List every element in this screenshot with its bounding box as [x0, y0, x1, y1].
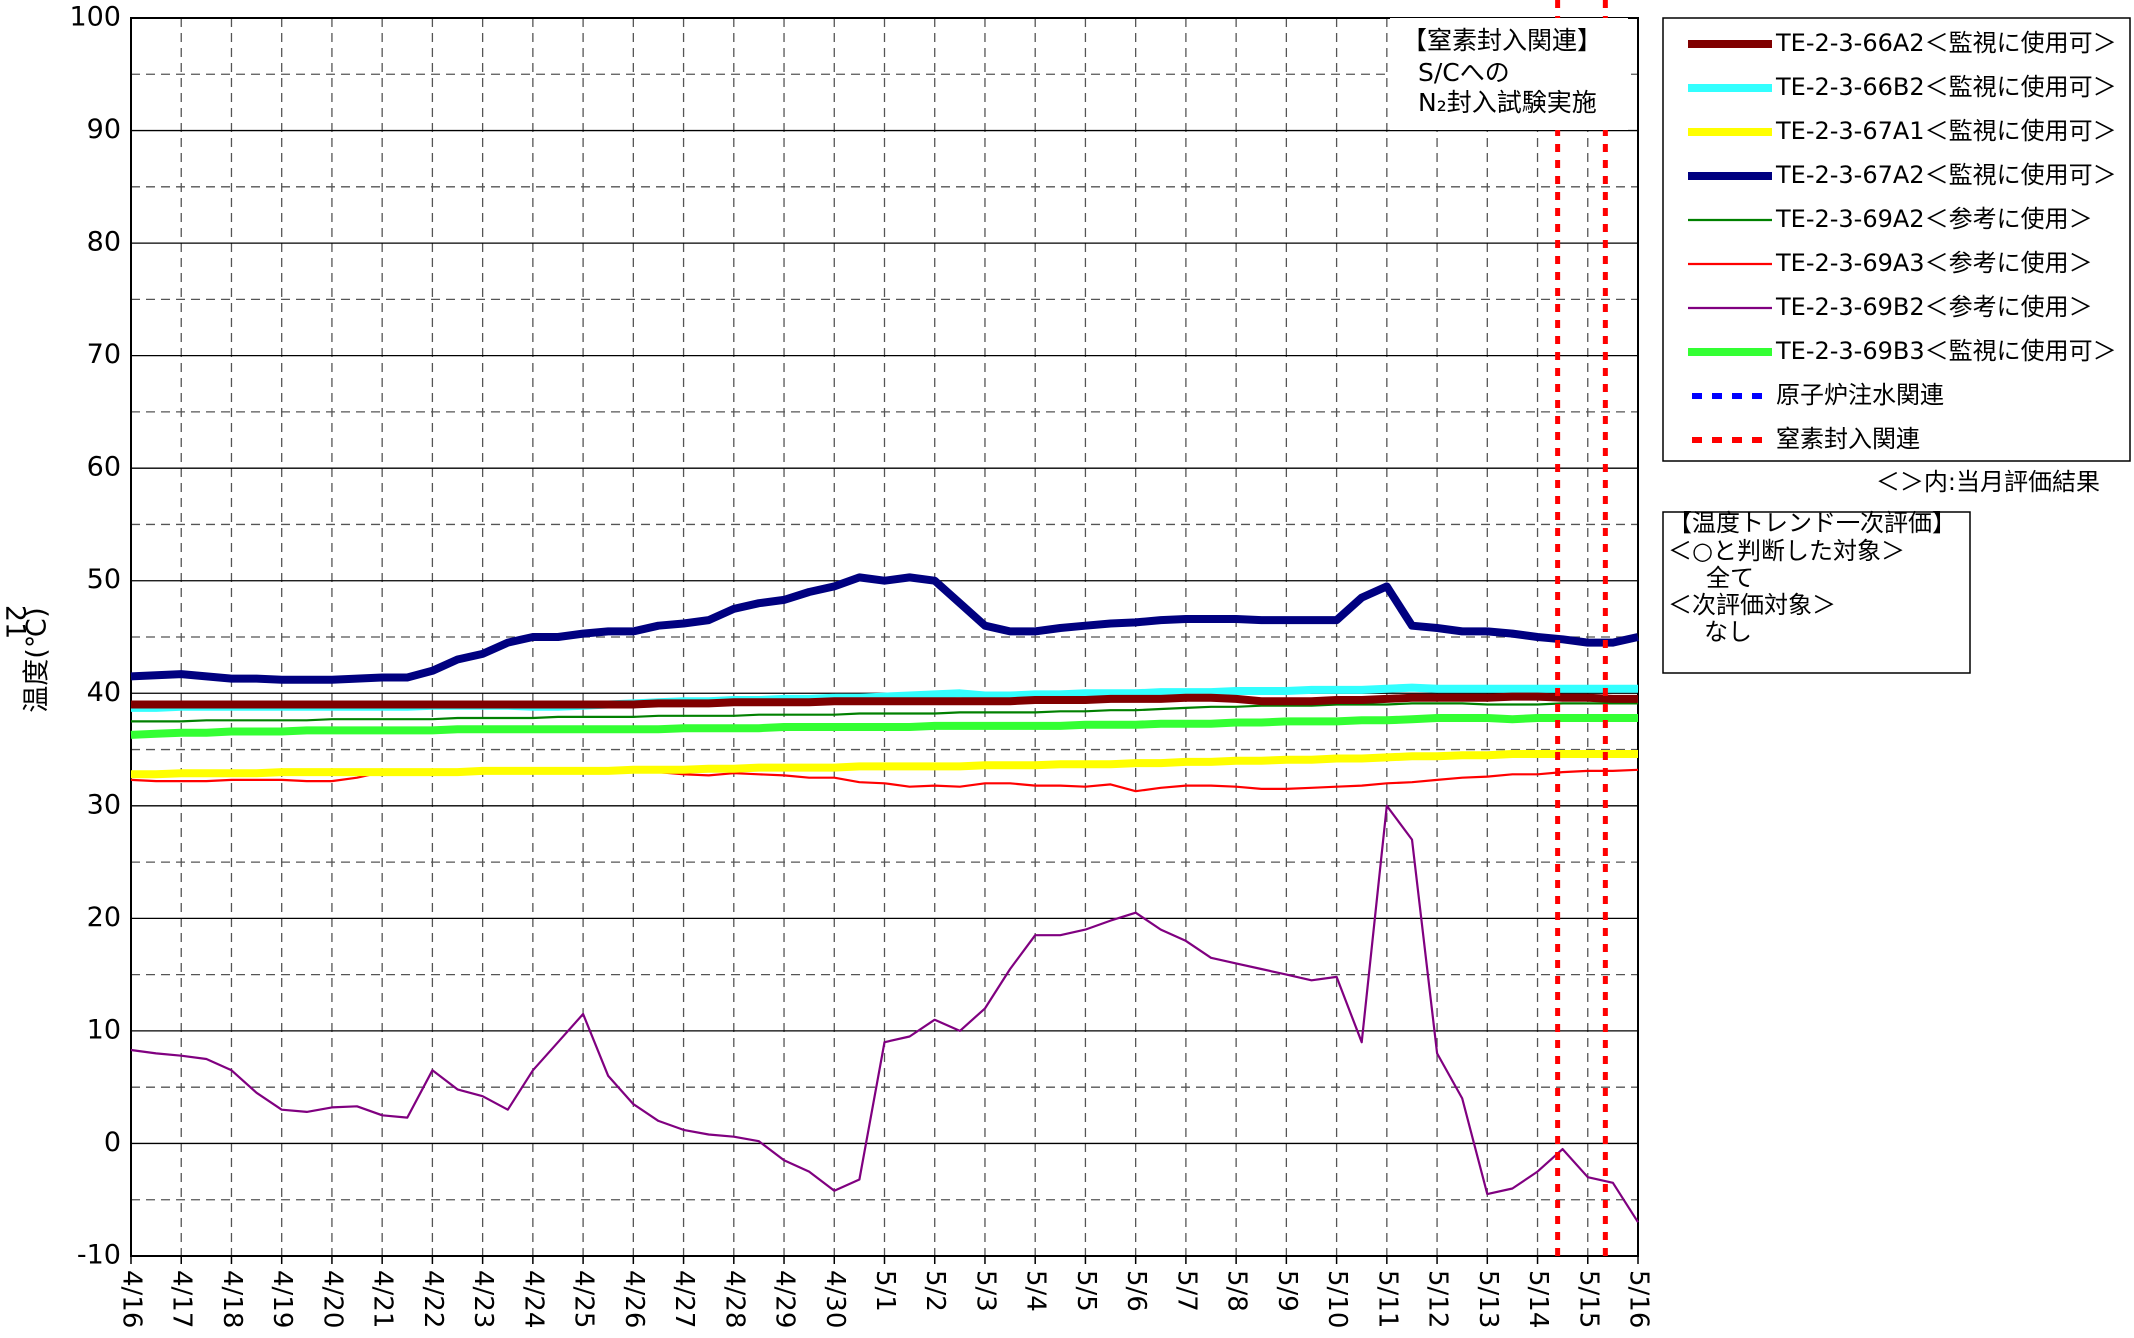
x-tick-label: 5/6 — [1121, 1270, 1151, 1312]
x-tick-label: 4/20 — [317, 1270, 347, 1328]
series-line — [130, 714, 1638, 739]
y-axis-label-prefix: 21 — [0, 605, 31, 639]
x-tick-label: 5/4 — [1021, 1270, 1051, 1312]
x-tick-label: 4/21 — [368, 1270, 398, 1328]
x-tick-label: 5/14 — [1523, 1270, 1553, 1328]
y-tick-label: 70 — [87, 339, 121, 370]
evaluation-text: 全て — [1706, 564, 1754, 592]
y-tick-label: -10 — [77, 1240, 121, 1271]
evaluation-box — [1662, 511, 1971, 674]
x-tick-label: 5/13 — [1473, 1270, 1503, 1328]
x-tick-label: 4/16 — [117, 1270, 147, 1328]
evaluation-text: ＜次評価対象＞ — [1668, 591, 1836, 619]
y-tick-label: 50 — [87, 564, 121, 595]
legend-label: TE-2-3-69B2＜参考に使用＞ — [1775, 293, 2093, 321]
x-tick-label: 5/12 — [1423, 1270, 1453, 1328]
x-tick-label: 5/15 — [1573, 1270, 1603, 1328]
legend-label: TE-2-3-66A2＜監視に使用可＞ — [1775, 29, 2117, 57]
legend-note: ＜＞内:当月評価結果 — [1876, 468, 2100, 496]
annotation-box — [1390, 18, 1628, 130]
evaluation-text: なし — [1704, 618, 1752, 646]
x-tick-label: 4/29 — [770, 1270, 800, 1328]
x-tick-label: 5/11 — [1372, 1270, 1402, 1328]
x-tick-label: 5/3 — [970, 1270, 1000, 1312]
legend-label: TE-2-3-69A3＜参考に使用＞ — [1775, 249, 2093, 277]
y-tick-label: 0 — [104, 1127, 121, 1158]
legend-label: TE-2-3-67A2＜監視に使用可＞ — [1775, 161, 2117, 189]
x-tick-label: 4/22 — [418, 1270, 448, 1328]
y-tick-label: 100 — [69, 2, 121, 33]
x-tick-label: 4/17 — [167, 1270, 197, 1328]
x-tick-label: 5/9 — [1272, 1270, 1302, 1312]
y-tick-label: 80 — [87, 227, 121, 258]
legend-label: TE-2-3-67A1＜監視に使用可＞ — [1775, 117, 2117, 145]
y-tick-label: 90 — [87, 114, 121, 145]
series-line — [131, 750, 1638, 779]
x-tick-label: 4/26 — [619, 1270, 649, 1328]
annotation-text: 【窒素封入関連】 — [1402, 26, 1602, 55]
x-tick-label: 5/5 — [1071, 1270, 1101, 1312]
x-tick-label: 4/24 — [518, 1270, 548, 1328]
evaluation-text: ＜○と判断した対象＞ — [1668, 537, 1905, 565]
x-tick-label: 5/10 — [1322, 1270, 1352, 1328]
x-tick-label: 4/23 — [468, 1270, 498, 1328]
x-tick-label: 5/1 — [870, 1270, 900, 1312]
legend-label: TE-2-3-69A2＜参考に使用＞ — [1775, 205, 2093, 233]
x-tick-label: 5/7 — [1171, 1270, 1201, 1312]
y-tick-label: 60 — [87, 452, 121, 483]
x-tick-label: 5/16 — [1624, 1270, 1654, 1328]
x-tick-label: 5/8 — [1222, 1270, 1252, 1312]
series-line — [131, 702, 1638, 723]
x-tick-label: 4/18 — [217, 1270, 247, 1328]
annotation-text: N₂封入試験実施 — [1418, 88, 1597, 117]
annotation-text: S/Cへの — [1418, 58, 1510, 87]
series-line — [131, 692, 1638, 709]
legend-label: TE-2-3-69B3＜監視に使用可＞ — [1775, 337, 2117, 365]
x-tick-label: 4/28 — [719, 1270, 749, 1328]
y-axis-label: 温度(℃) — [22, 607, 53, 712]
legend-label: 原子炉注水関連 — [1776, 381, 1944, 409]
y-tick-label: 10 — [87, 1014, 121, 1045]
x-tick-label: 4/25 — [569, 1270, 599, 1328]
x-tick-label: 4/27 — [669, 1270, 699, 1328]
legend-label: 窒素封入関連 — [1776, 425, 1920, 453]
legend-label: TE-2-3-66B2＜監視に使用可＞ — [1775, 73, 2117, 101]
evaluation-text: 【温度トレンド一次評価】 — [1668, 509, 1956, 537]
series-line — [130, 804, 1639, 1223]
y-tick-label: 30 — [87, 789, 121, 820]
y-tick-label: 40 — [87, 677, 121, 708]
x-tick-label: 4/19 — [267, 1270, 297, 1328]
series-line — [130, 573, 1639, 684]
y-tick-label: 20 — [87, 902, 121, 933]
x-tick-label: 4/30 — [820, 1270, 850, 1328]
x-tick-label: 5/2 — [920, 1270, 950, 1312]
